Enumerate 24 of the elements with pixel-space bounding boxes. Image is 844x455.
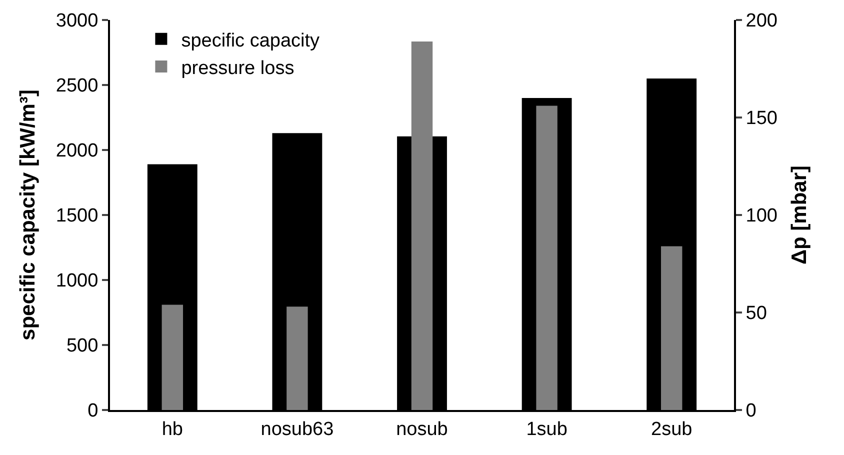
y2-tick-label: 0 <box>746 400 756 422</box>
y2-tick-label: 150 <box>746 108 778 130</box>
bar <box>660 246 682 410</box>
y2-tick-label: 100 <box>746 206 778 227</box>
bar <box>286 306 308 410</box>
x-tick-label: 1sub <box>526 418 568 440</box>
y2-tick-label: 50 <box>746 303 767 324</box>
bar <box>162 304 184 410</box>
x-tick-label: nosub <box>396 418 448 440</box>
y-tick-label: 2000 <box>56 140 98 162</box>
legend-label: specific capacity <box>181 30 320 52</box>
legend-label: pressure loss <box>181 58 294 79</box>
y-tick-label: 500 <box>66 336 98 357</box>
x-tick-label: hb <box>162 418 183 440</box>
y2-tick-label: 200 <box>746 10 778 32</box>
x-tick-label: 2sub <box>651 418 692 440</box>
y-tick-label: 3000 <box>56 10 98 32</box>
y-tick-label: 1500 <box>56 206 98 227</box>
y2-axis-title: Δp [mbar] <box>788 165 812 265</box>
y-tick-label: 0 <box>88 400 98 422</box>
y-tick-label: 1000 <box>56 270 98 292</box>
y-axis-title: specific capacity [kW/m³] <box>16 90 40 340</box>
x-tick-label: nosub63 <box>260 418 334 440</box>
y-tick-label: 2500 <box>56 76 98 97</box>
